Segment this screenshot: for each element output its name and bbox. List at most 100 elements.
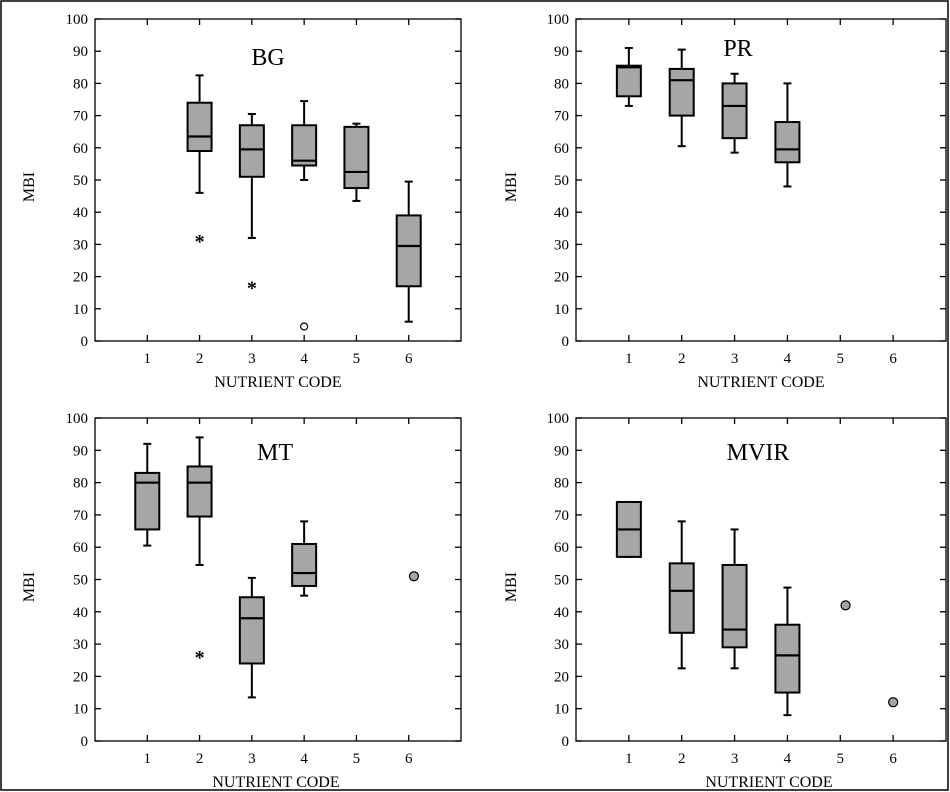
iqr-box [774,121,801,164]
box-group [238,576,265,699]
y-tick-label: 90 [554,443,569,459]
x-tick-label: 3 [731,751,739,767]
iqr-box [395,214,422,288]
box-group [291,100,318,181]
x-tick-label: 5 [837,751,845,767]
box-group [668,48,695,148]
y-tick-label: 100 [66,12,89,28]
x-tick-label: 6 [889,351,897,367]
box-group [186,74,213,194]
y-tick-label: 50 [73,173,88,189]
box-group [238,112,265,239]
y-tick-label: 80 [554,76,569,92]
y-tick-label: 70 [554,508,569,524]
outlier-star: * [247,278,257,300]
panel-mvir: MVIR NUTRIENT CODE MBI 0 10 20 30 40 50 60 70 80… [503,411,947,791]
x-axis-label: NUTRIENT CODE [212,774,339,791]
box-group [668,520,695,670]
y-tick-label: 90 [73,443,88,459]
y-tick-label: 10 [554,702,569,718]
y-axis-label: MBI [21,572,38,602]
y-tick-label: 60 [73,141,88,157]
iqr-box [134,471,161,531]
x-tick-label: 6 [405,751,413,767]
iqr-box [615,64,642,98]
y-tick-label: 20 [554,270,569,286]
x-tick-label: 4 [300,351,308,367]
x-tick-label: 6 [405,351,413,367]
y-tick-label: 80 [73,76,88,92]
panel-title: BG [251,45,284,71]
plot-frame [94,417,462,742]
box-group [721,528,748,670]
y-axis-label: MBI [503,572,520,602]
iqr-box [721,82,748,140]
panel-title: MVIR [727,440,790,466]
iqr-box [238,596,265,665]
x-tick-label: 2 [196,751,204,767]
y-tick-label: 10 [73,702,88,718]
x-tick-label: 1 [144,751,152,767]
y-tick-label: 100 [66,411,89,427]
box-group [774,82,801,188]
y-tick-label: 40 [554,205,569,221]
outlier-filled-circle [888,697,899,708]
iqr-box [238,124,265,178]
x-tick-label: 2 [678,751,686,767]
y-tick-label: 100 [547,411,570,427]
y-tick-label: 70 [73,508,88,524]
y-tick-label: 70 [554,109,569,125]
x-axis-label: NUTRIENT CODE [705,774,832,791]
x-tick-label: 2 [196,351,204,367]
x-tick-label: 4 [784,751,792,767]
box-group [343,122,370,202]
panel-bg: BG NUTRIENT CODE MBI 0 10 20 30 40 50 60 70 80 90… [21,12,462,391]
y-tick-label: 30 [73,237,88,253]
plot-frame [575,417,947,742]
x-tick-label: 6 [889,751,897,767]
x-tick-label: 5 [353,351,361,367]
box-group [721,72,748,154]
box-group [186,436,213,566]
y-tick-label: 10 [554,302,569,318]
x-tick-label: 1 [625,751,633,767]
box-group [134,442,161,547]
outlier-open-circle [300,322,309,331]
y-tick-label: 100 [547,12,570,28]
y-tick-label: 90 [554,44,569,60]
x-tick-label: 3 [731,351,739,367]
iqr-box [186,101,213,153]
iqr-box [668,67,695,117]
y-tick-label: 50 [73,573,88,589]
x-tick-label: 5 [837,351,845,367]
outlier-star: * [195,647,205,669]
y-tick-label: 40 [554,605,569,621]
y-tick-label: 60 [554,141,569,157]
y-tick-label: 20 [554,669,569,685]
box-group [291,520,318,597]
y-axis-label: MBI [21,172,38,202]
y-tick-label: 0 [81,334,89,350]
y-tick-label: 30 [554,237,569,253]
y-tick-label: 0 [562,734,570,750]
y-tick-label: 20 [73,270,88,286]
outlier-filled-circle [840,600,851,611]
iqr-box [774,623,801,694]
iqr-box [291,124,318,167]
panel-mt: MT NUTRIENT CODE MBI 0 10 20 30 40 50 60 70 80 90… [21,411,462,791]
y-tick-label: 0 [81,734,89,750]
x-axis-label: NUTRIENT CODE [214,374,341,391]
x-tick-label: 2 [678,351,686,367]
outlier-filled-circle [408,571,420,582]
panel-title: MT [257,440,293,466]
iqr-box [668,562,695,634]
x-tick-label: 1 [625,351,633,367]
y-tick-label: 50 [554,173,569,189]
y-tick-label: 80 [73,476,88,492]
y-tick-label: 20 [73,669,88,685]
box-group [615,500,642,558]
iqr-box [343,125,370,190]
y-tick-label: 0 [562,334,570,350]
